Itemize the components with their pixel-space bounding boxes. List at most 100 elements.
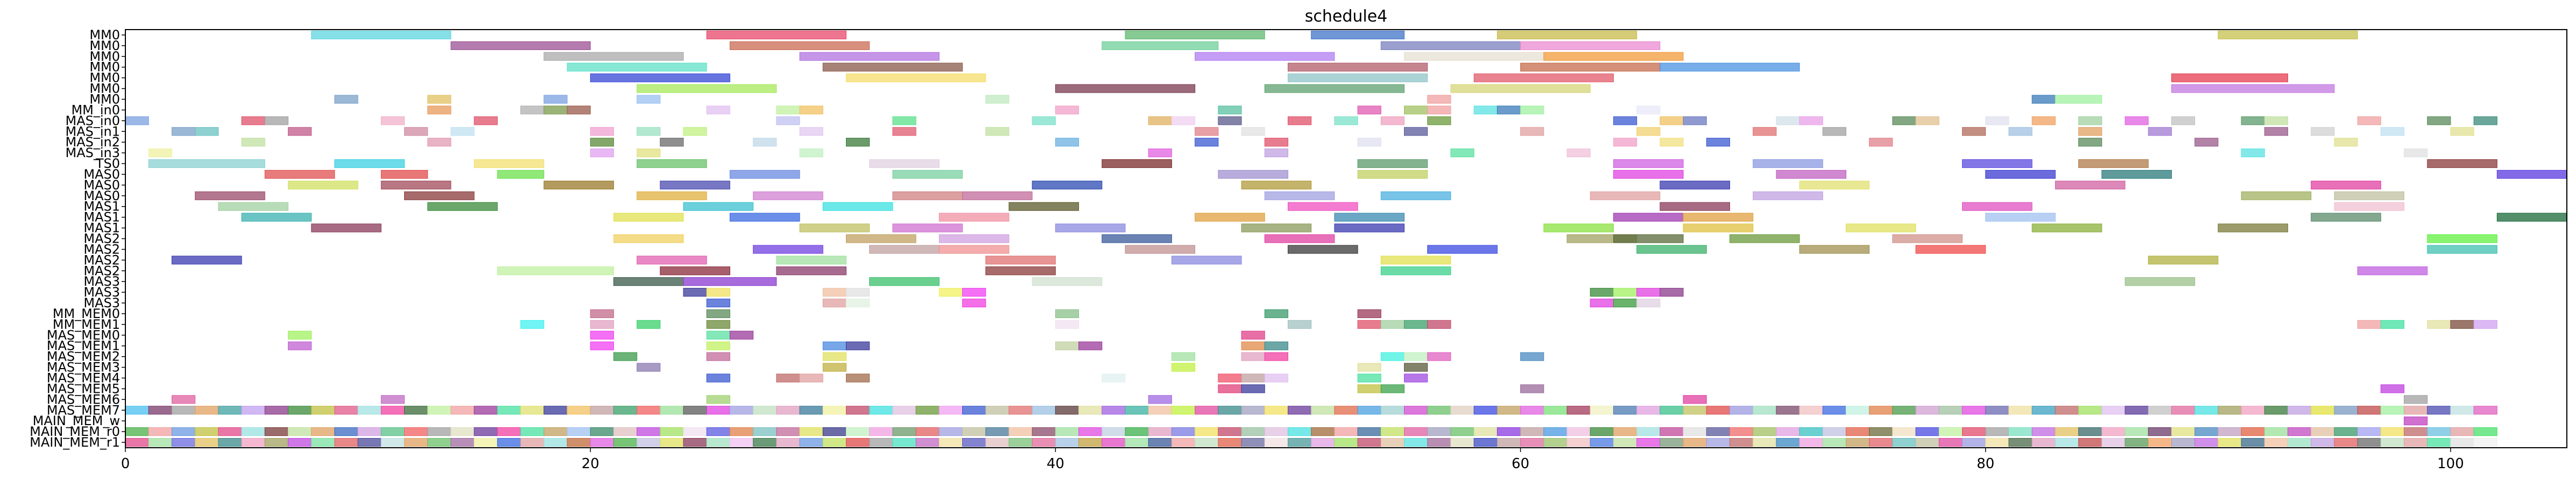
task-bar: [1473, 406, 1498, 415]
task-bar: [1473, 105, 1498, 115]
task-bar: [2008, 406, 2032, 415]
task-bar: [544, 406, 568, 415]
task-bar: [590, 330, 614, 340]
task-bar: [1985, 170, 2056, 179]
task-bar: [1683, 395, 1707, 404]
task-bar: [1497, 427, 1521, 436]
row-label: MAS_MEM4: [47, 371, 120, 386]
task-bar: [869, 437, 893, 447]
task-bar: [2496, 170, 2567, 179]
task-bar: [683, 288, 707, 297]
task-bar: [1055, 427, 1079, 436]
task-bar: [1287, 437, 1312, 447]
row-label: MAS_in0: [65, 113, 120, 128]
task-bar: [241, 138, 265, 147]
task-bar: [613, 352, 638, 361]
task-bar: [590, 341, 614, 350]
task-bar: [1404, 127, 1428, 136]
task-bar: [2171, 84, 2335, 93]
task-bar: [1683, 437, 1707, 447]
task-bar: [1985, 437, 2009, 447]
row-label: MAS_MEM2: [47, 349, 120, 364]
task-bar: [1613, 234, 1684, 243]
task-bar: [1334, 223, 1405, 232]
task-bar: [822, 352, 846, 361]
task-bar: [1590, 298, 1614, 308]
task-bar: [2496, 213, 2567, 222]
task-bar: [706, 298, 730, 308]
task-bar: [706, 309, 730, 319]
task-bar: [2380, 406, 2405, 415]
row-label: MAS2: [83, 263, 120, 278]
task-bar: [2148, 406, 2172, 415]
task-bar: [590, 309, 614, 319]
task-bar: [567, 437, 591, 447]
row-label: MAS3: [83, 295, 120, 310]
task-bar: [613, 437, 638, 447]
task-bar: [1008, 202, 1079, 211]
task-bar: [1753, 159, 1823, 168]
task-bar: [1287, 245, 1358, 254]
task-bar: [1218, 373, 1242, 383]
task-bar: [706, 341, 730, 350]
task-bar: [2031, 427, 2056, 436]
row-label: MAS_MEM6: [47, 392, 120, 407]
task-bar: [799, 105, 823, 115]
task-bar: [706, 320, 730, 329]
task-bar: [2427, 427, 2451, 436]
task-bar: [1311, 406, 1335, 415]
task-bar: [1264, 234, 1335, 243]
task-bar: [637, 127, 661, 136]
task-bar: [1520, 41, 1661, 50]
task-bar: [590, 73, 730, 82]
task-bar: [776, 116, 800, 125]
task-bar: [1892, 427, 1916, 436]
task-bar: [869, 406, 893, 415]
task-bar: [1799, 180, 1870, 189]
task-bar: [1334, 437, 1358, 447]
task-bar: [1427, 406, 1451, 415]
task-bar: [1473, 427, 1498, 436]
task-bar: [2287, 406, 2312, 415]
task-bar: [822, 437, 846, 447]
task-bar: [1497, 105, 1521, 115]
task-bar: [706, 352, 730, 361]
task-bar: [2031, 95, 2056, 104]
task-bar: [2473, 437, 2497, 447]
task-bar: [1287, 73, 1428, 82]
task-bar: [613, 213, 684, 222]
task-bar: [171, 427, 196, 436]
task-bar: [2357, 427, 2381, 436]
task-bar: [287, 406, 312, 415]
task-bar: [799, 406, 823, 415]
task-bar: [2334, 191, 2405, 200]
task-bar: [637, 427, 661, 436]
task-bar: [1473, 437, 1498, 447]
task-bar: [2078, 427, 2102, 436]
task-bar: [1241, 341, 1265, 350]
task-bar: [1380, 384, 1405, 393]
task-bar: [637, 437, 661, 447]
task-bar: [637, 363, 661, 372]
task-bar: [1241, 352, 1265, 361]
task-bar: [1892, 116, 1916, 125]
task-bar: [1287, 406, 1312, 415]
task-bar: [1566, 149, 1591, 158]
task-bar: [567, 62, 707, 72]
task-bar: [845, 288, 870, 297]
task-bar: [474, 427, 498, 436]
task-bar: [241, 427, 265, 436]
task-bar: [1055, 105, 1079, 115]
task-bar: [544, 95, 568, 104]
task-bar: [729, 427, 754, 436]
task-bar: [1636, 245, 1707, 254]
task-bar: [1520, 437, 1544, 447]
task-bar: [1636, 427, 1661, 436]
task-bar: [915, 406, 940, 415]
task-bar: [334, 406, 358, 415]
task-bar: [2404, 149, 2428, 158]
task-bar: [799, 223, 870, 232]
task-bar: [1590, 406, 1614, 415]
row-label: MM0: [89, 38, 120, 53]
task-bar: [241, 116, 265, 125]
